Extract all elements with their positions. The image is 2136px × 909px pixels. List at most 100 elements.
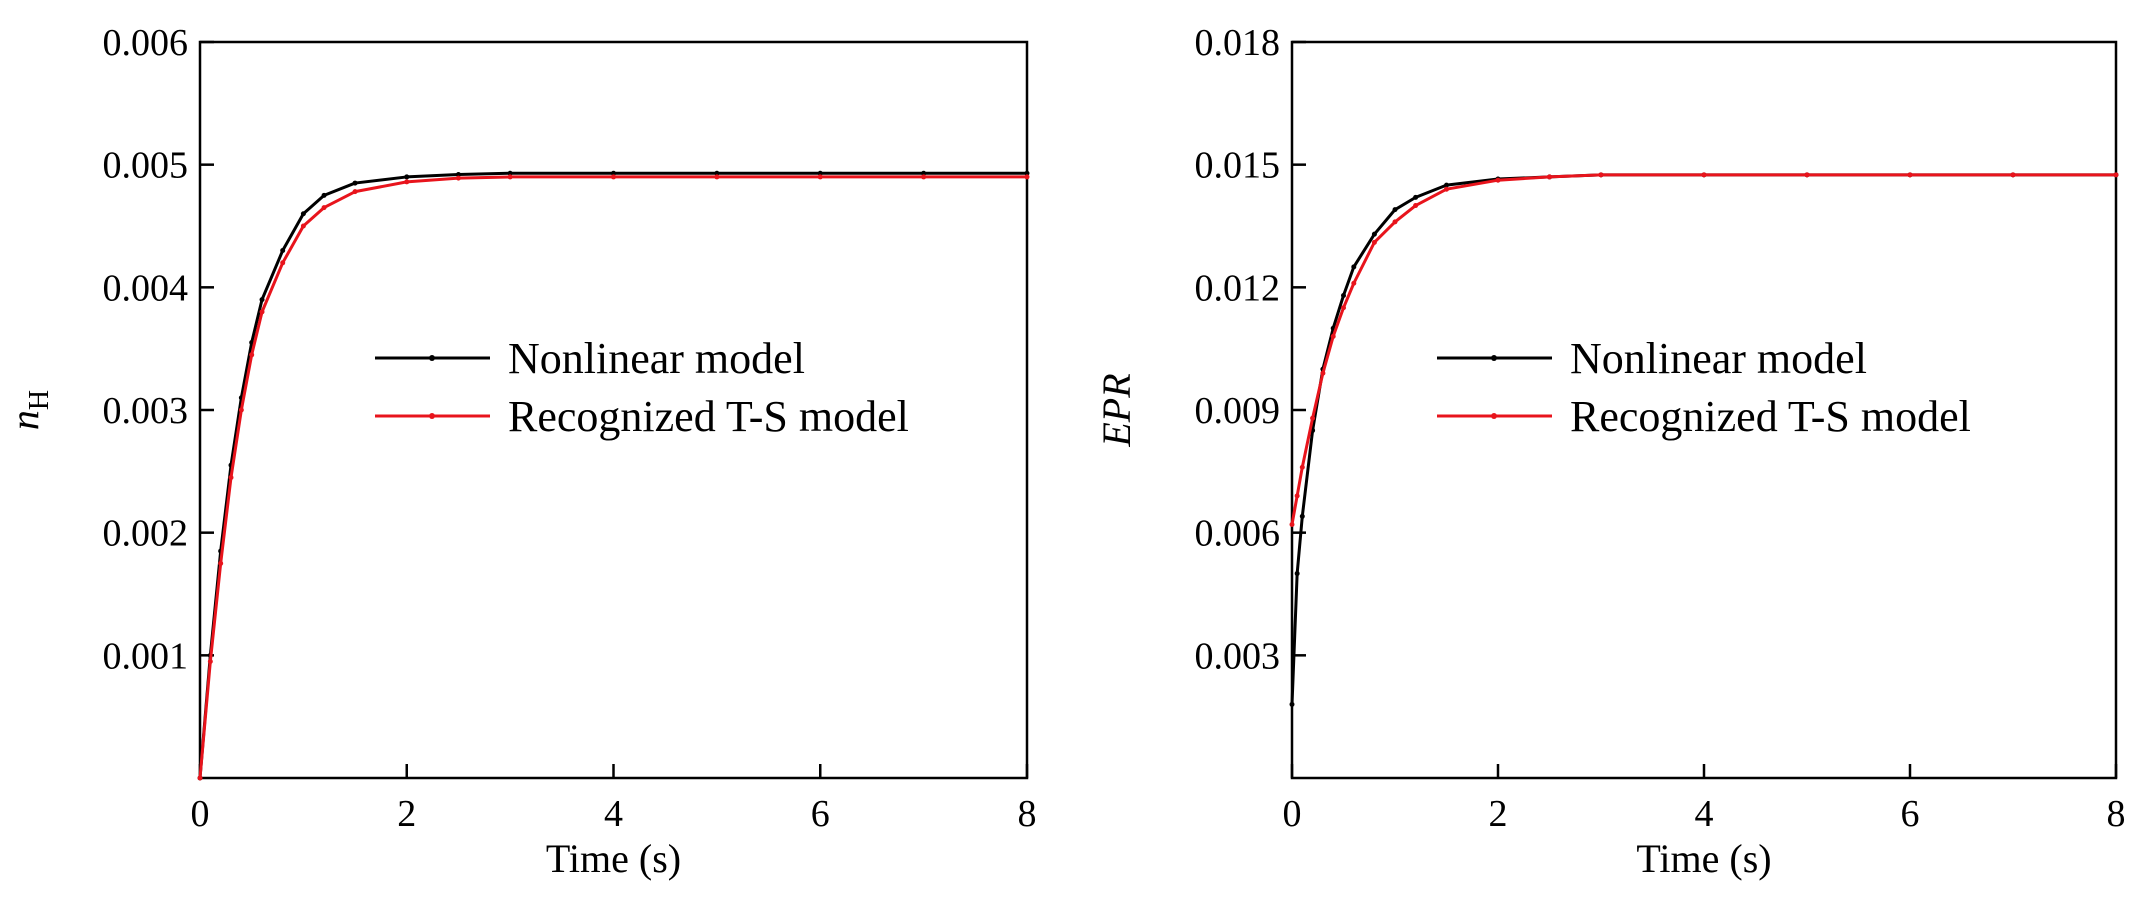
series-2-point (1330, 333, 1336, 339)
series-2-point (507, 174, 513, 180)
series-2-point (2113, 172, 2119, 178)
series-1-point (1351, 264, 1357, 270)
y-tick-label: 0.002 (103, 513, 189, 555)
series-2-point (300, 223, 306, 229)
series-1-point (1299, 513, 1305, 519)
series-2-point (207, 658, 213, 664)
y-tick-label: 0.006 (1195, 513, 1281, 555)
series-1-point (817, 170, 823, 176)
series-2-point (1310, 415, 1316, 421)
y-tick-label: 0.004 (103, 267, 189, 309)
series-2-point (197, 775, 203, 781)
y-tick-label: 0.018 (1195, 22, 1281, 64)
y-tick-label: 0.015 (1195, 145, 1281, 187)
x-tick-label: 8 (2107, 793, 2126, 835)
series-1-point (1024, 170, 1030, 176)
legend-marker (429, 413, 435, 419)
series-line-1 (198, 171, 1029, 780)
series-1-point (1289, 701, 1295, 707)
series-2-point (1495, 177, 1501, 183)
y-tick-label: 0.003 (1195, 635, 1281, 677)
series-2-point (1024, 174, 1030, 180)
series-2-point (1907, 172, 1913, 178)
x-tick-label: 0 (191, 793, 210, 835)
series-1-point (1294, 571, 1300, 577)
y-tick-label: 0.003 (103, 390, 189, 432)
series-1-point (1413, 194, 1419, 200)
series-1-point (455, 171, 461, 177)
x-axis-title: Time (s) (546, 836, 681, 881)
series-2-point (1371, 239, 1377, 245)
series-1-point (321, 192, 327, 198)
x-tick-label: 8 (1018, 793, 1037, 835)
x-axis-title: Time (s) (1636, 836, 1771, 881)
series-2-point (611, 174, 616, 180)
legend-marker (429, 355, 435, 361)
series-2-point (1294, 493, 1300, 499)
legend-label: Recognized T-S model (1570, 392, 1971, 441)
series-2-point (1351, 280, 1357, 286)
series-2-point (1289, 521, 1295, 527)
chart-panel-2: 0 2 4 6 8 0.003 0.006 0.009 0.012 0.015 0.018 Time … (1094, 22, 2126, 881)
legend-marker (1491, 355, 1497, 361)
series-1-point (352, 180, 358, 186)
x-tick-label: 0 (1283, 793, 1302, 835)
series-1-point (259, 297, 265, 303)
series-1-point (611, 170, 616, 176)
series-2-point (1392, 219, 1398, 225)
series-2-point (1804, 172, 1810, 178)
x-tick-label: 2 (1489, 793, 1508, 835)
legend-label: Recognized T-S model (508, 392, 909, 441)
series-2-point (714, 174, 720, 180)
series-2-point (404, 179, 410, 185)
series-2-point (238, 407, 244, 413)
series-1-point (280, 248, 286, 254)
series-2-point (1701, 172, 1707, 178)
legend-marker (1491, 413, 1497, 419)
series-2-point (321, 205, 327, 211)
series-2-point (280, 260, 286, 266)
y-tick-label: 0.009 (1195, 390, 1281, 432)
series-2-point (1598, 172, 1604, 178)
x-tick-label: 6 (1901, 793, 1920, 835)
series-2-point (1299, 464, 1305, 470)
series-2-point (352, 189, 358, 195)
series-line-2 (1290, 173, 2118, 526)
legend-label: Nonlinear model (1570, 334, 1867, 383)
series-1-point (1392, 207, 1398, 213)
x-tick-label: 6 (811, 793, 830, 835)
series-2-point (817, 174, 823, 180)
series-2-point (2010, 172, 2016, 178)
series-2-point (218, 560, 224, 566)
y-tick-label: 0.005 (103, 145, 189, 187)
chart-panel-1: 0 2 4 6 8 0.001 0.002 0.003 0.004 0.005 0.006 Time … (2, 22, 1037, 881)
series-1-point (404, 174, 410, 180)
series-2-point (1320, 370, 1326, 376)
x-tick-label: 4 (604, 793, 623, 835)
series-1-point (921, 170, 927, 176)
series-1-point (1444, 182, 1449, 188)
series-1-point (1371, 231, 1377, 237)
x-tick-label: 2 (397, 793, 416, 835)
legend-label: Nonlinear model (508, 334, 805, 383)
x-tick-label: 4 (1695, 793, 1714, 835)
y-axis-title: nH (2, 390, 55, 430)
y-tick-label: 0.006 (103, 22, 189, 64)
series-line-2 (198, 175, 1029, 780)
y-axis-title-subscript: H (24, 390, 55, 410)
y-axis-title: EPR (1094, 373, 1139, 447)
series-2-point (228, 474, 234, 480)
series-2-point (455, 175, 461, 181)
series-1-point (1341, 293, 1346, 299)
series-2-point (1547, 174, 1552, 180)
series-1-point (300, 211, 306, 217)
series-1-point (714, 170, 720, 176)
y-tick-label: 0.012 (1195, 267, 1281, 309)
series-2-point (1413, 203, 1419, 209)
series-1-point (507, 170, 513, 176)
series-2-point (249, 352, 255, 358)
y-tick-label: 0.001 (103, 635, 189, 677)
series-2-point (1444, 186, 1449, 192)
series-2-point (259, 309, 265, 315)
